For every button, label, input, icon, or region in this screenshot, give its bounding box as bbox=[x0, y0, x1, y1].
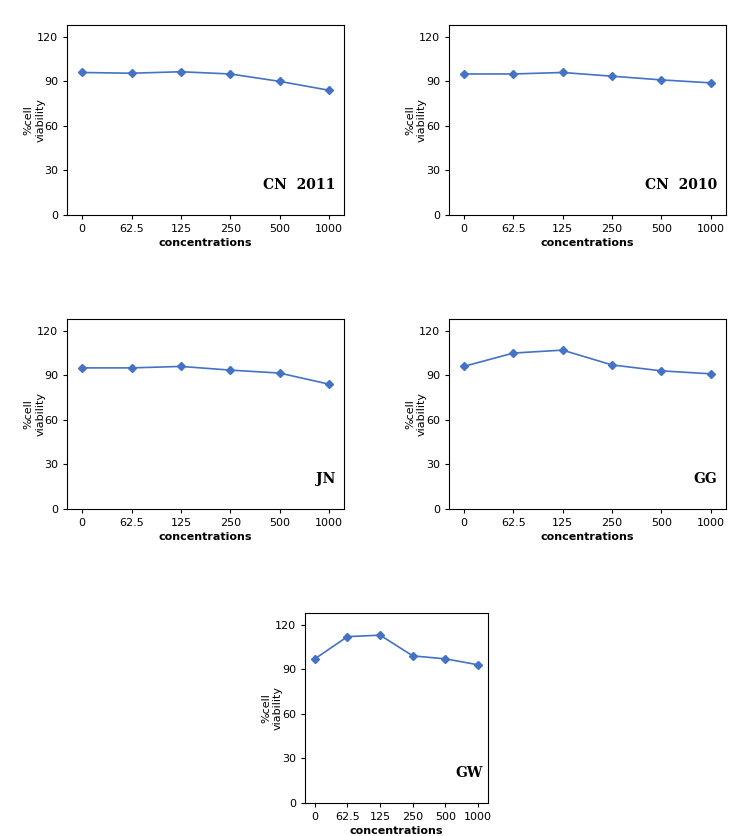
Y-axis label: %cell
viability: %cell viability bbox=[261, 686, 283, 730]
Y-axis label: %cell
viability: %cell viability bbox=[405, 98, 427, 142]
X-axis label: concentrations: concentrations bbox=[159, 532, 252, 542]
X-axis label: concentrations: concentrations bbox=[159, 238, 252, 248]
Text: CN  2010: CN 2010 bbox=[645, 178, 717, 192]
Y-axis label: %cell
viability: %cell viability bbox=[24, 392, 45, 436]
X-axis label: concentrations: concentrations bbox=[349, 826, 443, 836]
Text: JN: JN bbox=[316, 472, 336, 486]
Text: CN  2011: CN 2011 bbox=[263, 178, 336, 192]
Text: GW: GW bbox=[455, 766, 482, 780]
Y-axis label: %cell
viability: %cell viability bbox=[405, 392, 427, 436]
X-axis label: concentrations: concentrations bbox=[541, 238, 634, 248]
Y-axis label: %cell
viability: %cell viability bbox=[24, 98, 45, 142]
Text: GG: GG bbox=[693, 472, 717, 486]
X-axis label: concentrations: concentrations bbox=[541, 532, 634, 542]
